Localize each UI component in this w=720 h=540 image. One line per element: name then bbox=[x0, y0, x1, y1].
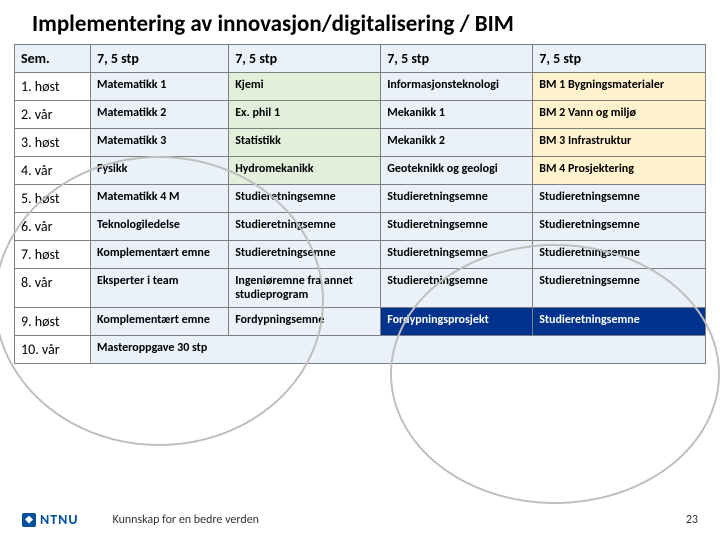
cell-course: Eksperter i team bbox=[91, 269, 229, 308]
cell-sem: 5. høst bbox=[15, 185, 91, 213]
table-row: 2. vårMatematikk 2Ex. phil 1Mekanikk 1BM… bbox=[15, 101, 706, 129]
cell-course: Hydromekanikk bbox=[229, 157, 381, 185]
cell-course: Studieretningsemne bbox=[381, 241, 533, 269]
header-stp: 7, 5 stp bbox=[91, 45, 229, 73]
table-row: 1. høstMatematikk 1KjemiInformasjonstekn… bbox=[15, 73, 706, 101]
cell-sem: 4. vår bbox=[15, 157, 91, 185]
table-row: 7. høstKomplementært emneStudieretningse… bbox=[15, 241, 706, 269]
cell-sem: 6. vår bbox=[15, 213, 91, 241]
cell-course: Fordypningsprosjekt bbox=[381, 308, 533, 336]
page-title: Implementering av innovasjon/digitaliser… bbox=[0, 0, 720, 44]
cell-sem: 3. høst bbox=[15, 129, 91, 157]
cell-course: Studieretningsemne bbox=[381, 185, 533, 213]
table-row: 5. høstMatematikk 4 MStudieretningsemneS… bbox=[15, 185, 706, 213]
cell-course: BM 4 Prosjektering bbox=[533, 157, 706, 185]
cell-course: Studieretningsemne bbox=[533, 213, 706, 241]
tagline: Kunnskap for en bedre verden bbox=[89, 513, 259, 527]
cell-master: Masteroppgave 30 stp bbox=[91, 336, 706, 364]
cell-course: Studieretningsemne bbox=[229, 241, 381, 269]
cell-course: Informasjonsteknologi bbox=[381, 73, 533, 101]
cell-course: Studieretningsemne bbox=[381, 269, 533, 308]
header-stp: 7, 5 stp bbox=[381, 45, 533, 73]
cell-course: Studieretningsemne bbox=[229, 213, 381, 241]
table-row: 4. vårFysikkHydromekanikkGeoteknikk og g… bbox=[15, 157, 706, 185]
cell-course: Fordypningsemne bbox=[229, 308, 381, 336]
cell-course: Komplementært emne bbox=[91, 241, 229, 269]
cell-course: BM 3 Infrastruktur bbox=[533, 129, 706, 157]
cell-course: Studieretningsemne bbox=[381, 213, 533, 241]
cell-course: Studieretningsemne bbox=[533, 308, 706, 336]
cell-course: Ingeniøremne fra annet studieprogram bbox=[229, 269, 381, 308]
cell-course: BM 1 Bygningsmaterialer bbox=[533, 73, 706, 101]
cell-sem: 8. vår bbox=[15, 269, 91, 308]
header-stp: 7, 5 stp bbox=[533, 45, 706, 73]
cell-course: Matematikk 3 bbox=[91, 129, 229, 157]
table-row: 3. høstMatematikk 3StatistikkMekanikk 2B… bbox=[15, 129, 706, 157]
cell-course: Matematikk 1 bbox=[91, 73, 229, 101]
table-row: 9. høstKomplementært emneFordypningsemne… bbox=[15, 308, 706, 336]
cell-course: Teknologiledelse bbox=[91, 213, 229, 241]
table-row: 10. vårMasteroppgave 30 stp bbox=[15, 336, 706, 364]
cell-course: Matematikk 4 M bbox=[91, 185, 229, 213]
cell-course: Fysikk bbox=[91, 157, 229, 185]
table-row: 8. vårEksperter i teamIngeniøremne fra a… bbox=[15, 269, 706, 308]
cell-course: Studieretningsemne bbox=[533, 269, 706, 308]
ntnu-logo: NTNU bbox=[22, 511, 79, 528]
cell-course: Statistikk bbox=[229, 129, 381, 157]
cell-sem: 9. høst bbox=[15, 308, 91, 336]
table-row: 6. vårTeknologiledelseStudieretningsemne… bbox=[15, 213, 706, 241]
table-container: Sem.7, 5 stp7, 5 stp7, 5 stp7, 5 stp 1. … bbox=[0, 44, 720, 364]
cell-course: Studieretningsemne bbox=[229, 185, 381, 213]
cell-sem: 10. vår bbox=[15, 336, 91, 364]
cell-course: Ex. phil 1 bbox=[229, 101, 381, 129]
cell-course: Kjemi bbox=[229, 73, 381, 101]
header-sem: Sem. bbox=[15, 45, 91, 73]
table-header-row: Sem.7, 5 stp7, 5 stp7, 5 stp7, 5 stp bbox=[15, 45, 706, 73]
cell-sem: 7. høst bbox=[15, 241, 91, 269]
cell-course: Matematikk 2 bbox=[91, 101, 229, 129]
logo-icon bbox=[22, 513, 36, 527]
logo-text: NTNU bbox=[40, 511, 79, 528]
cell-course: Geoteknikk og geologi bbox=[381, 157, 533, 185]
cell-course: Mekanikk 1 bbox=[381, 101, 533, 129]
cell-course: Studieretningsemne bbox=[533, 185, 706, 213]
page-number: 23 bbox=[686, 513, 698, 527]
cell-course: Studieretningsemne bbox=[533, 241, 706, 269]
header-stp: 7, 5 stp bbox=[229, 45, 381, 73]
footer: NTNU Kunnskap for en bedre verden 23 bbox=[0, 511, 720, 528]
cell-sem: 2. vår bbox=[15, 101, 91, 129]
curriculum-table: Sem.7, 5 stp7, 5 stp7, 5 stp7, 5 stp 1. … bbox=[14, 44, 706, 364]
cell-course: Komplementært emne bbox=[91, 308, 229, 336]
cell-sem: 1. høst bbox=[15, 73, 91, 101]
cell-course: Mekanikk 2 bbox=[381, 129, 533, 157]
cell-course: BM 2 Vann og miljø bbox=[533, 101, 706, 129]
